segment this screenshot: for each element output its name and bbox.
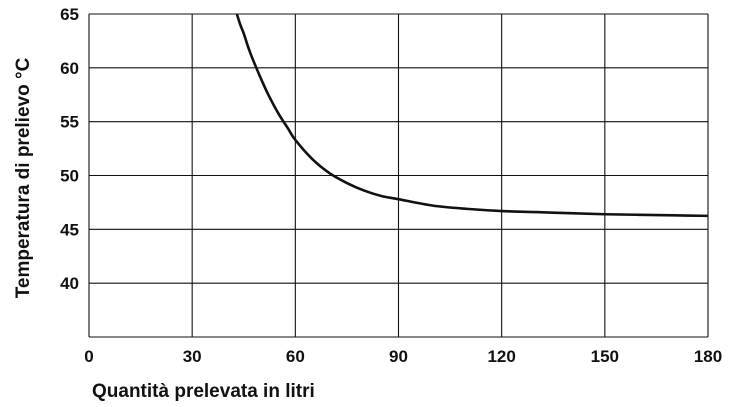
- x-tick-label-180: 180: [694, 347, 722, 366]
- x-tick-label-150: 150: [591, 347, 619, 366]
- y-tick-label-40: 40: [60, 274, 79, 293]
- y-tick-label-65: 65: [60, 5, 79, 24]
- y-tick-label-55: 55: [60, 113, 79, 132]
- x-tick-labels: 0 30 60 90 120 150 180: [84, 347, 722, 366]
- y-tick-label-60: 60: [60, 59, 79, 78]
- series-line-0: [235, 13, 709, 218]
- x-tick-label-90: 90: [389, 347, 408, 366]
- y-tick-labels: 40 45 50 55 60 65: [60, 5, 79, 293]
- x-tick-label-30: 30: [183, 347, 202, 366]
- x-tick-label-120: 120: [487, 347, 515, 366]
- y-tick-label-50: 50: [60, 167, 79, 186]
- x-tick-label-60: 60: [286, 347, 305, 366]
- x-tick-label-0: 0: [84, 347, 93, 366]
- grid: [88, 13, 709, 338]
- y-tick-label-45: 45: [60, 220, 79, 239]
- y-axis-label: Temperatura di prelievo °C: [13, 57, 34, 298]
- x-axis-label: Quantità prelevata in litri: [92, 381, 315, 402]
- curve-group: [235, 13, 709, 218]
